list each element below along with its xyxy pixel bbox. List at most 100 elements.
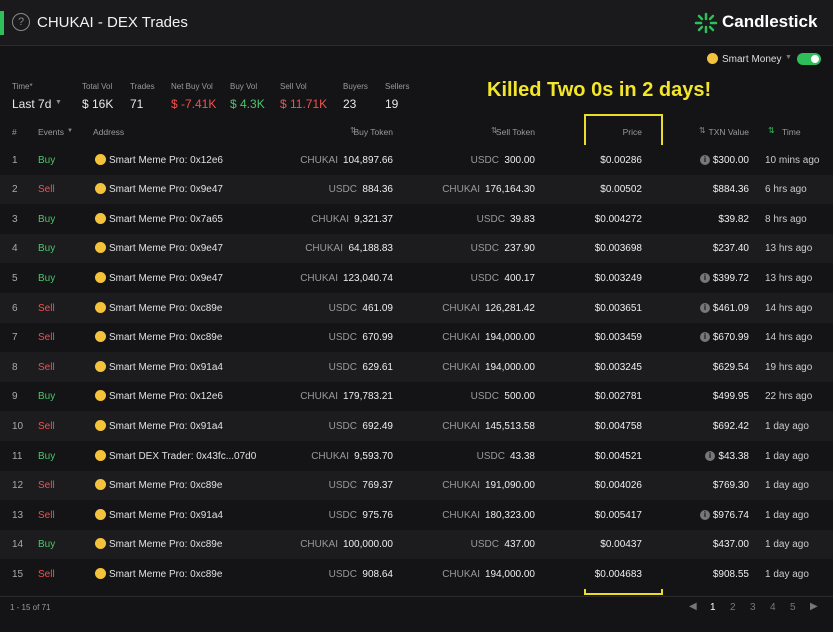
smart-money-label[interactable]: Smart Money (722, 54, 782, 65)
table-row (0, 352, 833, 382)
sell-amount: 39.83 (509, 213, 535, 225)
buy-amount: 884.36 (362, 184, 393, 196)
address[interactable]: Smart Meme Pro: 0xc89e (109, 302, 223, 314)
sell-token: USDC (470, 272, 499, 284)
address[interactable]: Smart Meme Pro: 0x91a4 (109, 420, 223, 432)
event: Sell (38, 568, 55, 580)
sell-amount: 400.17 (504, 272, 535, 284)
dropdown-caret[interactable]: ▼ (785, 54, 792, 61)
address[interactable]: Smart Meme Pro: 0x7a65 (109, 213, 223, 225)
sell-amount: 500.00 (504, 391, 535, 403)
column-header[interactable]: Price (622, 127, 642, 137)
page-link[interactable]: 3 (750, 602, 756, 613)
time: 14 hrs ago (765, 302, 813, 314)
page-link[interactable]: 4 (770, 602, 776, 613)
time: 13 hrs ago (765, 272, 813, 284)
address[interactable]: Smart Meme Pro: 0xc89e (109, 332, 223, 344)
sell-amount: 145,513.58 (484, 420, 535, 432)
time: 1 day ago (765, 450, 809, 462)
address[interactable]: Smart Meme Pro: 0x12e6 (109, 154, 223, 166)
buy-token: CHUKAI (300, 154, 338, 166)
buy-token: CHUKAI (311, 450, 349, 462)
sell-token: USDC (470, 243, 499, 255)
buy-amount: 100,000.00 (342, 539, 393, 551)
toggle[interactable] (797, 53, 821, 65)
column-header[interactable]: Time (782, 127, 801, 137)
sell-amount: 194,000.00 (484, 568, 535, 580)
prev-page[interactable]: ◀ (689, 601, 697, 612)
sell-amount: 300.00 (504, 154, 535, 166)
column-header[interactable]: Sell Token (495, 127, 535, 137)
info-icon[interactable]: i (700, 509, 710, 520)
buy-amount: 123,040.74 (342, 272, 393, 284)
address[interactable]: Smart Meme Pro: 0x9e47 (109, 184, 223, 196)
time-caret[interactable]: ▼ (55, 99, 62, 106)
table-row (0, 263, 833, 293)
buy-token: USDC (328, 568, 357, 580)
txn-value: $39.82 (718, 213, 749, 225)
table-row (0, 174, 833, 205)
sort-icon[interactable]: ⇅ (768, 126, 775, 135)
stat-value: 71 (130, 97, 144, 111)
buy-token: USDC (328, 184, 357, 196)
table-row (0, 204, 833, 234)
sell-token: CHUKAI (442, 302, 480, 314)
info-icon[interactable]: i (700, 154, 710, 165)
stat-value[interactable]: Last 7d (12, 97, 52, 111)
time: 1 day ago (765, 568, 809, 580)
time: 19 hrs ago (765, 361, 813, 373)
event: Buy (38, 213, 56, 225)
address[interactable]: Smart DEX Trader: 0x43fc...07d0 (109, 450, 257, 462)
row-index: 3 (12, 213, 18, 225)
row-index: 14 (12, 539, 24, 551)
sort-icon[interactable]: ⇅ (699, 126, 706, 135)
help-icon[interactable]: ? (12, 13, 30, 31)
header-bar (0, 0, 833, 46)
event: Sell (38, 184, 55, 196)
stat-value: 19 (385, 97, 399, 111)
buy-token: CHUKAI (300, 391, 338, 403)
page-link[interactable]: 2 (730, 602, 736, 613)
column-header[interactable]: Events (38, 127, 64, 137)
column-header[interactable]: # (12, 127, 17, 137)
row-index: 5 (12, 272, 18, 284)
info-icon[interactable]: i (700, 272, 710, 283)
trader-icon (95, 183, 106, 195)
column-header[interactable]: Address (93, 127, 125, 137)
address[interactable]: Smart Meme Pro: 0x12e6 (109, 391, 223, 403)
buy-token: CHUKAI (300, 539, 338, 551)
table-row (0, 322, 833, 353)
sort-icon[interactable]: ⇅ (350, 126, 357, 135)
address[interactable]: Smart Meme Pro: 0xc89e (109, 568, 223, 580)
event: Buy (38, 243, 56, 255)
event: Buy (38, 450, 56, 462)
event: Sell (38, 480, 55, 492)
time: 6 hrs ago (765, 184, 807, 196)
stat-label: Buy Vol (230, 82, 258, 91)
address[interactable]: Smart Meme Pro: 0xc89e (109, 480, 223, 492)
address[interactable]: Smart Meme Pro: 0x9e47 (109, 272, 223, 284)
address[interactable]: Smart Meme Pro: 0x91a4 (109, 509, 223, 521)
address[interactable]: Smart Meme Pro: 0x91a4 (109, 361, 223, 373)
page-link[interactable]: 5 (790, 602, 796, 613)
events-caret[interactable]: ▼ (67, 128, 73, 134)
column-header[interactable]: Buy Token (353, 127, 393, 137)
event: Buy (38, 539, 56, 551)
buy-amount: 692.49 (362, 420, 393, 432)
row-index: 13 (12, 509, 24, 521)
buy-token: USDC (328, 480, 357, 492)
event: Sell (38, 302, 55, 314)
address[interactable]: Smart Meme Pro: 0x9e47 (109, 243, 223, 255)
trader-icon (95, 360, 106, 372)
sort-icon[interactable]: ⇅ (491, 126, 498, 135)
page-link[interactable]: 1 (710, 602, 716, 613)
price: $0.004026 (594, 480, 642, 492)
txn-value: $300.00 (712, 154, 749, 166)
price: $0.00437 (600, 539, 642, 551)
next-page[interactable]: ▶ (810, 601, 818, 612)
address[interactable]: Smart Meme Pro: 0xc89e (109, 539, 223, 551)
info-icon[interactable]: i (700, 332, 710, 343)
info-icon[interactable]: i (700, 302, 710, 313)
info-icon[interactable]: i (705, 450, 715, 461)
column-header[interactable]: TXN Value (708, 127, 749, 137)
